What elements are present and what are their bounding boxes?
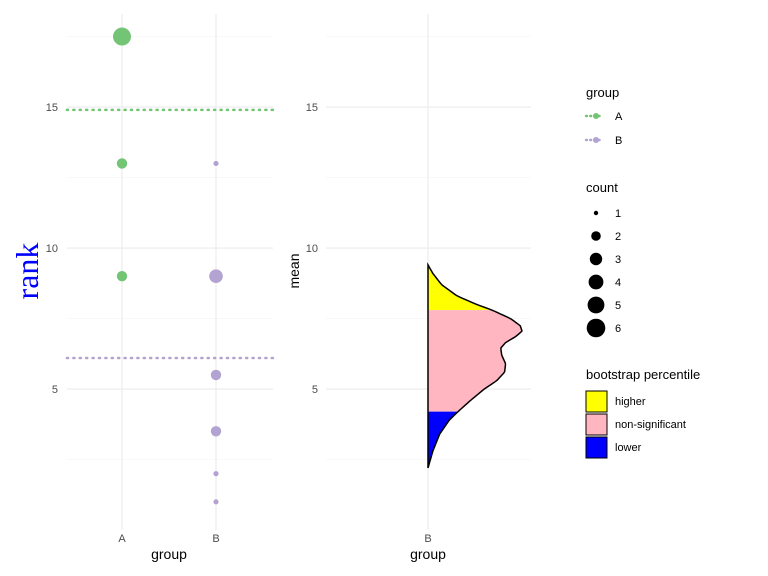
point-A <box>116 271 128 282</box>
point-B <box>210 369 222 381</box>
left-y-ticks: 5 10 15 <box>46 102 58 396</box>
legend-bootstrap-label-higher: higher <box>615 396 646 408</box>
right-panel: 5 10 15 B group mean <box>286 14 531 562</box>
legend-group-title: group <box>586 85 619 100</box>
right-y-tick-label: 15 <box>306 102 318 114</box>
left-panel: 5 10 15 A B group rank <box>9 14 275 562</box>
legend-bootstrap-label-lower: lower <box>615 442 642 454</box>
legend-count-dot-6 <box>586 318 606 338</box>
legend-count: count 1 2 3 4 5 6 <box>586 180 621 338</box>
left-gridlines <box>67 14 273 530</box>
legend-count-label-3: 3 <box>615 254 621 266</box>
legend-group-key-B <box>584 137 604 143</box>
legend-group-label-B: B <box>615 135 622 147</box>
density-outline <box>427 262 523 469</box>
legend-group: group A B <box>584 85 623 147</box>
legend-count-dot-5 <box>587 296 605 314</box>
left-y-tick-label: 15 <box>46 102 58 114</box>
legend-swatch-non-significant <box>585 413 608 436</box>
legend-count-label-5: 5 <box>615 300 621 312</box>
point-A <box>113 27 131 46</box>
legend-count-label-2: 2 <box>615 231 621 243</box>
right-y-axis-title: mean <box>286 253 302 288</box>
left-y-tick-label: 5 <box>52 384 58 396</box>
point-B <box>213 471 219 477</box>
left-points <box>113 27 223 505</box>
legend-dot-B <box>593 137 599 143</box>
right-y-ticks: 5 10 15 <box>306 102 318 396</box>
right-y-tick-label: 5 <box>312 384 318 396</box>
right-x-axis-title: group <box>410 546 446 562</box>
legend-count-label-1: 1 <box>615 208 621 220</box>
legend-group-label-A: A <box>615 111 623 123</box>
point-B <box>209 269 223 284</box>
left-mean-lines <box>65 108 275 360</box>
band-non-significant <box>428 310 522 412</box>
legend-swatch-lower <box>585 436 608 459</box>
left-y-tick-label: 10 <box>46 243 58 255</box>
legend-count-dot-1 <box>593 210 599 216</box>
point-B <box>210 426 222 437</box>
legend-count-dot-2 <box>591 231 601 241</box>
legend-count-dot-3 <box>589 252 603 266</box>
right-x-tick-B: B <box>424 533 431 545</box>
left-x-tick-A: A <box>118 533 126 545</box>
legend-count-title: count <box>586 180 618 195</box>
left-x-tick-B: B <box>212 533 219 545</box>
band-higher <box>428 264 493 311</box>
point-A <box>116 158 128 169</box>
legend-group-key-A <box>584 113 604 119</box>
legend-count-dot-4 <box>588 274 604 290</box>
legend-bootstrap: bootstrap percentile higher non-signific… <box>585 367 700 459</box>
point-B <box>213 160 219 167</box>
legend-dot-A <box>593 113 599 119</box>
legend-count-label-4: 4 <box>615 277 621 289</box>
legend-bootstrap-label-non-significant: non-significant <box>615 419 686 431</box>
point-B <box>213 499 219 505</box>
legend-count-label-6: 6 <box>615 323 621 335</box>
right-density-bands <box>428 264 522 468</box>
band-lower <box>428 411 459 468</box>
left-x-axis-title: group <box>151 546 187 562</box>
left-y-axis-title: rank <box>9 243 45 300</box>
legend-swatch-higher <box>585 390 608 413</box>
right-y-tick-label: 10 <box>306 243 318 255</box>
legend-bootstrap-title: bootstrap percentile <box>586 367 700 382</box>
